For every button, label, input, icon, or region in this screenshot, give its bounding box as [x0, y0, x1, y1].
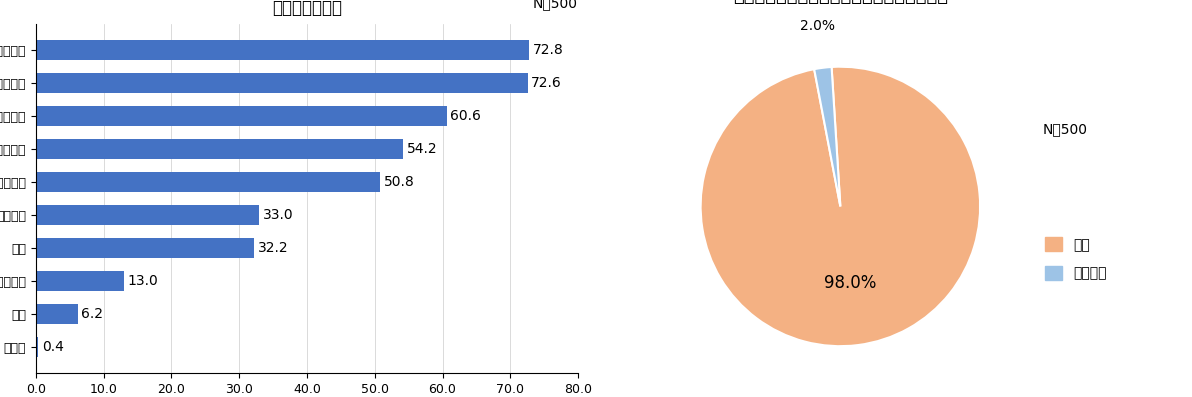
Text: N＝500: N＝500 [533, 0, 578, 10]
Text: 50.8: 50.8 [384, 175, 415, 189]
Text: 13.0: 13.0 [128, 274, 159, 288]
Legend: 撮る, 撮らない: 撮る, 撮らない [1039, 231, 1112, 286]
Bar [36, 304, 77, 324]
Bar [36, 73, 528, 93]
Bar [36, 271, 124, 291]
Text: 54.2: 54.2 [406, 142, 437, 156]
Title: お出かけ時に、子どもの写真を撮りますか？: お出かけ時に、子どもの写真を撮りますか？ [733, 0, 948, 5]
Text: 72.6: 72.6 [532, 76, 563, 90]
Text: 0.4: 0.4 [42, 340, 63, 355]
Text: 2.0%: 2.0% [800, 19, 836, 33]
Bar [36, 106, 447, 126]
Bar [36, 337, 38, 357]
Bar [36, 139, 403, 159]
Bar [36, 205, 260, 225]
Text: 72.8: 72.8 [533, 42, 564, 57]
Text: N＝500: N＝500 [1043, 123, 1088, 137]
Bar [36, 172, 380, 192]
Bar [36, 238, 254, 258]
Wedge shape [814, 67, 840, 206]
Text: 98.0%: 98.0% [824, 274, 876, 292]
Text: 6.2: 6.2 [81, 307, 104, 321]
Bar [36, 40, 529, 60]
Text: 32.2: 32.2 [257, 241, 288, 255]
Wedge shape [701, 67, 980, 346]
Text: 60.6: 60.6 [451, 109, 480, 123]
Title: 秋の季節、子どもとお出かけしたい場所はどこですか？
（複数回答可）: 秋の季節、子どもとお出かけしたい場所はどこですか？ （複数回答可） [182, 0, 432, 17]
Text: 33.0: 33.0 [263, 208, 293, 222]
